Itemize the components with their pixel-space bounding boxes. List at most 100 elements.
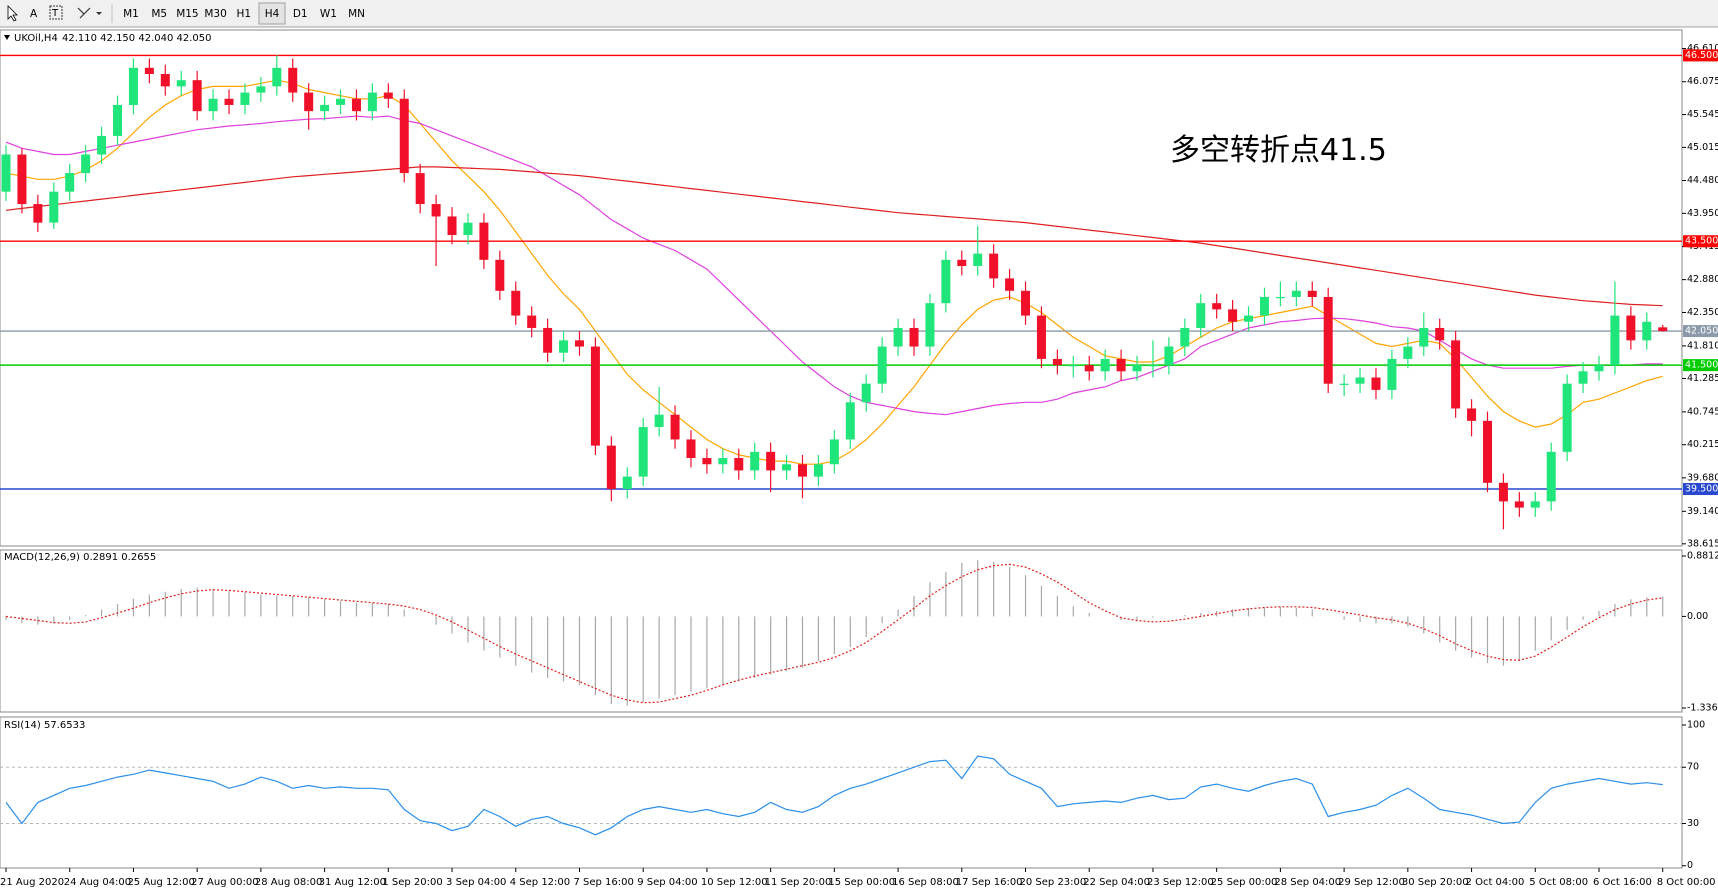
label-tool-box[interactable] bbox=[49, 5, 63, 20]
x-tick-label: 6 Oct 16:00 bbox=[1593, 877, 1652, 888]
timeframe-button[interactable]: D1 bbox=[293, 8, 308, 20]
timeframe-button[interactable]: H1 bbox=[237, 8, 252, 20]
candle-body bbox=[17, 154, 27, 205]
candle-body bbox=[1530, 501, 1540, 508]
candle-body bbox=[861, 383, 871, 403]
candle-body bbox=[1068, 365, 1078, 367]
candle-body bbox=[1610, 315, 1620, 366]
candle-body bbox=[1578, 371, 1588, 384]
candle-body bbox=[957, 259, 967, 267]
y-tick-label: 43.950 bbox=[1687, 208, 1718, 219]
timeframe-button[interactable]: M15 bbox=[176, 8, 198, 20]
candle-body bbox=[718, 458, 728, 465]
candle-body bbox=[1116, 358, 1126, 372]
candle-body bbox=[893, 327, 903, 347]
candle-body bbox=[638, 427, 648, 477]
candle-body bbox=[224, 98, 234, 105]
level-label: 39.500 bbox=[1685, 484, 1718, 495]
y-tick-label: 42.880 bbox=[1687, 274, 1718, 285]
candle-body bbox=[1132, 365, 1142, 372]
cursor-icon[interactable] bbox=[7, 5, 18, 22]
y-tick-label: -1.3368 bbox=[1687, 703, 1718, 714]
x-tick-label: 7 Sep 16:00 bbox=[573, 877, 633, 888]
rsi-title: RSI(14) 57.6533 bbox=[4, 720, 85, 731]
candle-body bbox=[479, 222, 489, 260]
candle-body bbox=[1180, 327, 1190, 347]
price-panel bbox=[0, 29, 1683, 547]
timeframe-button[interactable]: W1 bbox=[320, 8, 337, 20]
candle-body bbox=[1164, 346, 1174, 366]
label-tool[interactable]: T bbox=[51, 8, 59, 19]
symbol-menu-arrow[interactable] bbox=[4, 35, 10, 40]
level-tag bbox=[1683, 325, 1718, 338]
candle-body bbox=[1084, 365, 1094, 372]
y-tick-label: 40.745 bbox=[1687, 406, 1718, 417]
level-label: 41.500 bbox=[1685, 360, 1718, 371]
candle-body bbox=[782, 464, 792, 471]
x-tick-label: 31 Aug 12:00 bbox=[319, 877, 386, 888]
candle-body bbox=[81, 154, 91, 174]
x-tick-label: 28 Sep 04:00 bbox=[1274, 877, 1341, 888]
annotation: 多空转折点41.5 bbox=[1170, 133, 1387, 168]
timeframe-button[interactable]: MN bbox=[348, 8, 365, 20]
text-tool[interactable]: A bbox=[30, 8, 38, 20]
candle-body bbox=[1355, 377, 1365, 384]
level-tag bbox=[1683, 483, 1718, 496]
candle-body bbox=[33, 204, 43, 223]
candle-body bbox=[574, 340, 584, 347]
candle-body bbox=[288, 67, 298, 93]
candle-body bbox=[1482, 420, 1492, 483]
timeframe-button[interactable]: M5 bbox=[151, 8, 167, 20]
candle-body bbox=[1419, 327, 1429, 347]
indicator-line bbox=[5, 115, 1663, 416]
candle-body bbox=[909, 327, 919, 347]
timeframe-button[interactable]: M1 bbox=[123, 8, 139, 20]
x-tick-label: 23 Sep 12:00 bbox=[1147, 877, 1214, 888]
candle-body bbox=[1387, 358, 1397, 390]
candle-body bbox=[1212, 303, 1222, 310]
candle-body bbox=[622, 476, 632, 490]
candle-body bbox=[208, 98, 218, 112]
active-timeframe[interactable] bbox=[258, 2, 286, 25]
y-tick-label: 44.480 bbox=[1687, 175, 1718, 186]
x-tick-label: 16 Sep 08:00 bbox=[892, 877, 959, 888]
y-tick-label: 70 bbox=[1687, 762, 1699, 773]
objects-tool[interactable] bbox=[77, 7, 91, 19]
candle-body bbox=[1435, 327, 1445, 341]
candle-body bbox=[829, 439, 839, 465]
candle-body bbox=[1339, 383, 1349, 385]
candle-body bbox=[49, 191, 59, 223]
candle-body bbox=[113, 104, 123, 136]
timeframe-button[interactable]: M30 bbox=[204, 8, 226, 20]
candle-body bbox=[1228, 309, 1238, 322]
candle-body bbox=[511, 290, 521, 316]
x-tick-label: 25 Sep 00:00 bbox=[1211, 877, 1278, 888]
candle-body bbox=[1307, 290, 1317, 297]
dropdown-arrow[interactable] bbox=[96, 12, 102, 15]
symbol-title: UKOil,H4 bbox=[14, 33, 58, 44]
candle-body bbox=[1259, 296, 1269, 316]
candle-body bbox=[670, 414, 680, 440]
candle-body bbox=[336, 98, 346, 105]
x-tick-label: 3 Sep 04:00 bbox=[446, 877, 506, 888]
x-tick-label: 11 Sep 20:00 bbox=[765, 877, 832, 888]
candle-body bbox=[320, 104, 330, 112]
level-tag bbox=[1683, 49, 1718, 62]
candle-body bbox=[240, 92, 250, 105]
timeframe-button[interactable]: H4 bbox=[265, 8, 280, 20]
candle-body bbox=[766, 451, 776, 471]
candle-body bbox=[686, 439, 696, 459]
candle-body bbox=[399, 98, 409, 174]
x-tick-label: 29 Sep 12:00 bbox=[1338, 877, 1405, 888]
candle-body bbox=[989, 253, 999, 279]
candle-body bbox=[925, 303, 935, 347]
candle-body bbox=[192, 80, 202, 112]
candle-body bbox=[1052, 358, 1062, 366]
candle-body bbox=[750, 451, 760, 471]
candle-body bbox=[367, 92, 377, 112]
candle-body bbox=[1036, 315, 1046, 359]
y-tick-label: 42.350 bbox=[1687, 307, 1718, 318]
level-label: 43.500 bbox=[1685, 236, 1718, 247]
x-tick-label: 25 Aug 12:00 bbox=[127, 877, 194, 888]
